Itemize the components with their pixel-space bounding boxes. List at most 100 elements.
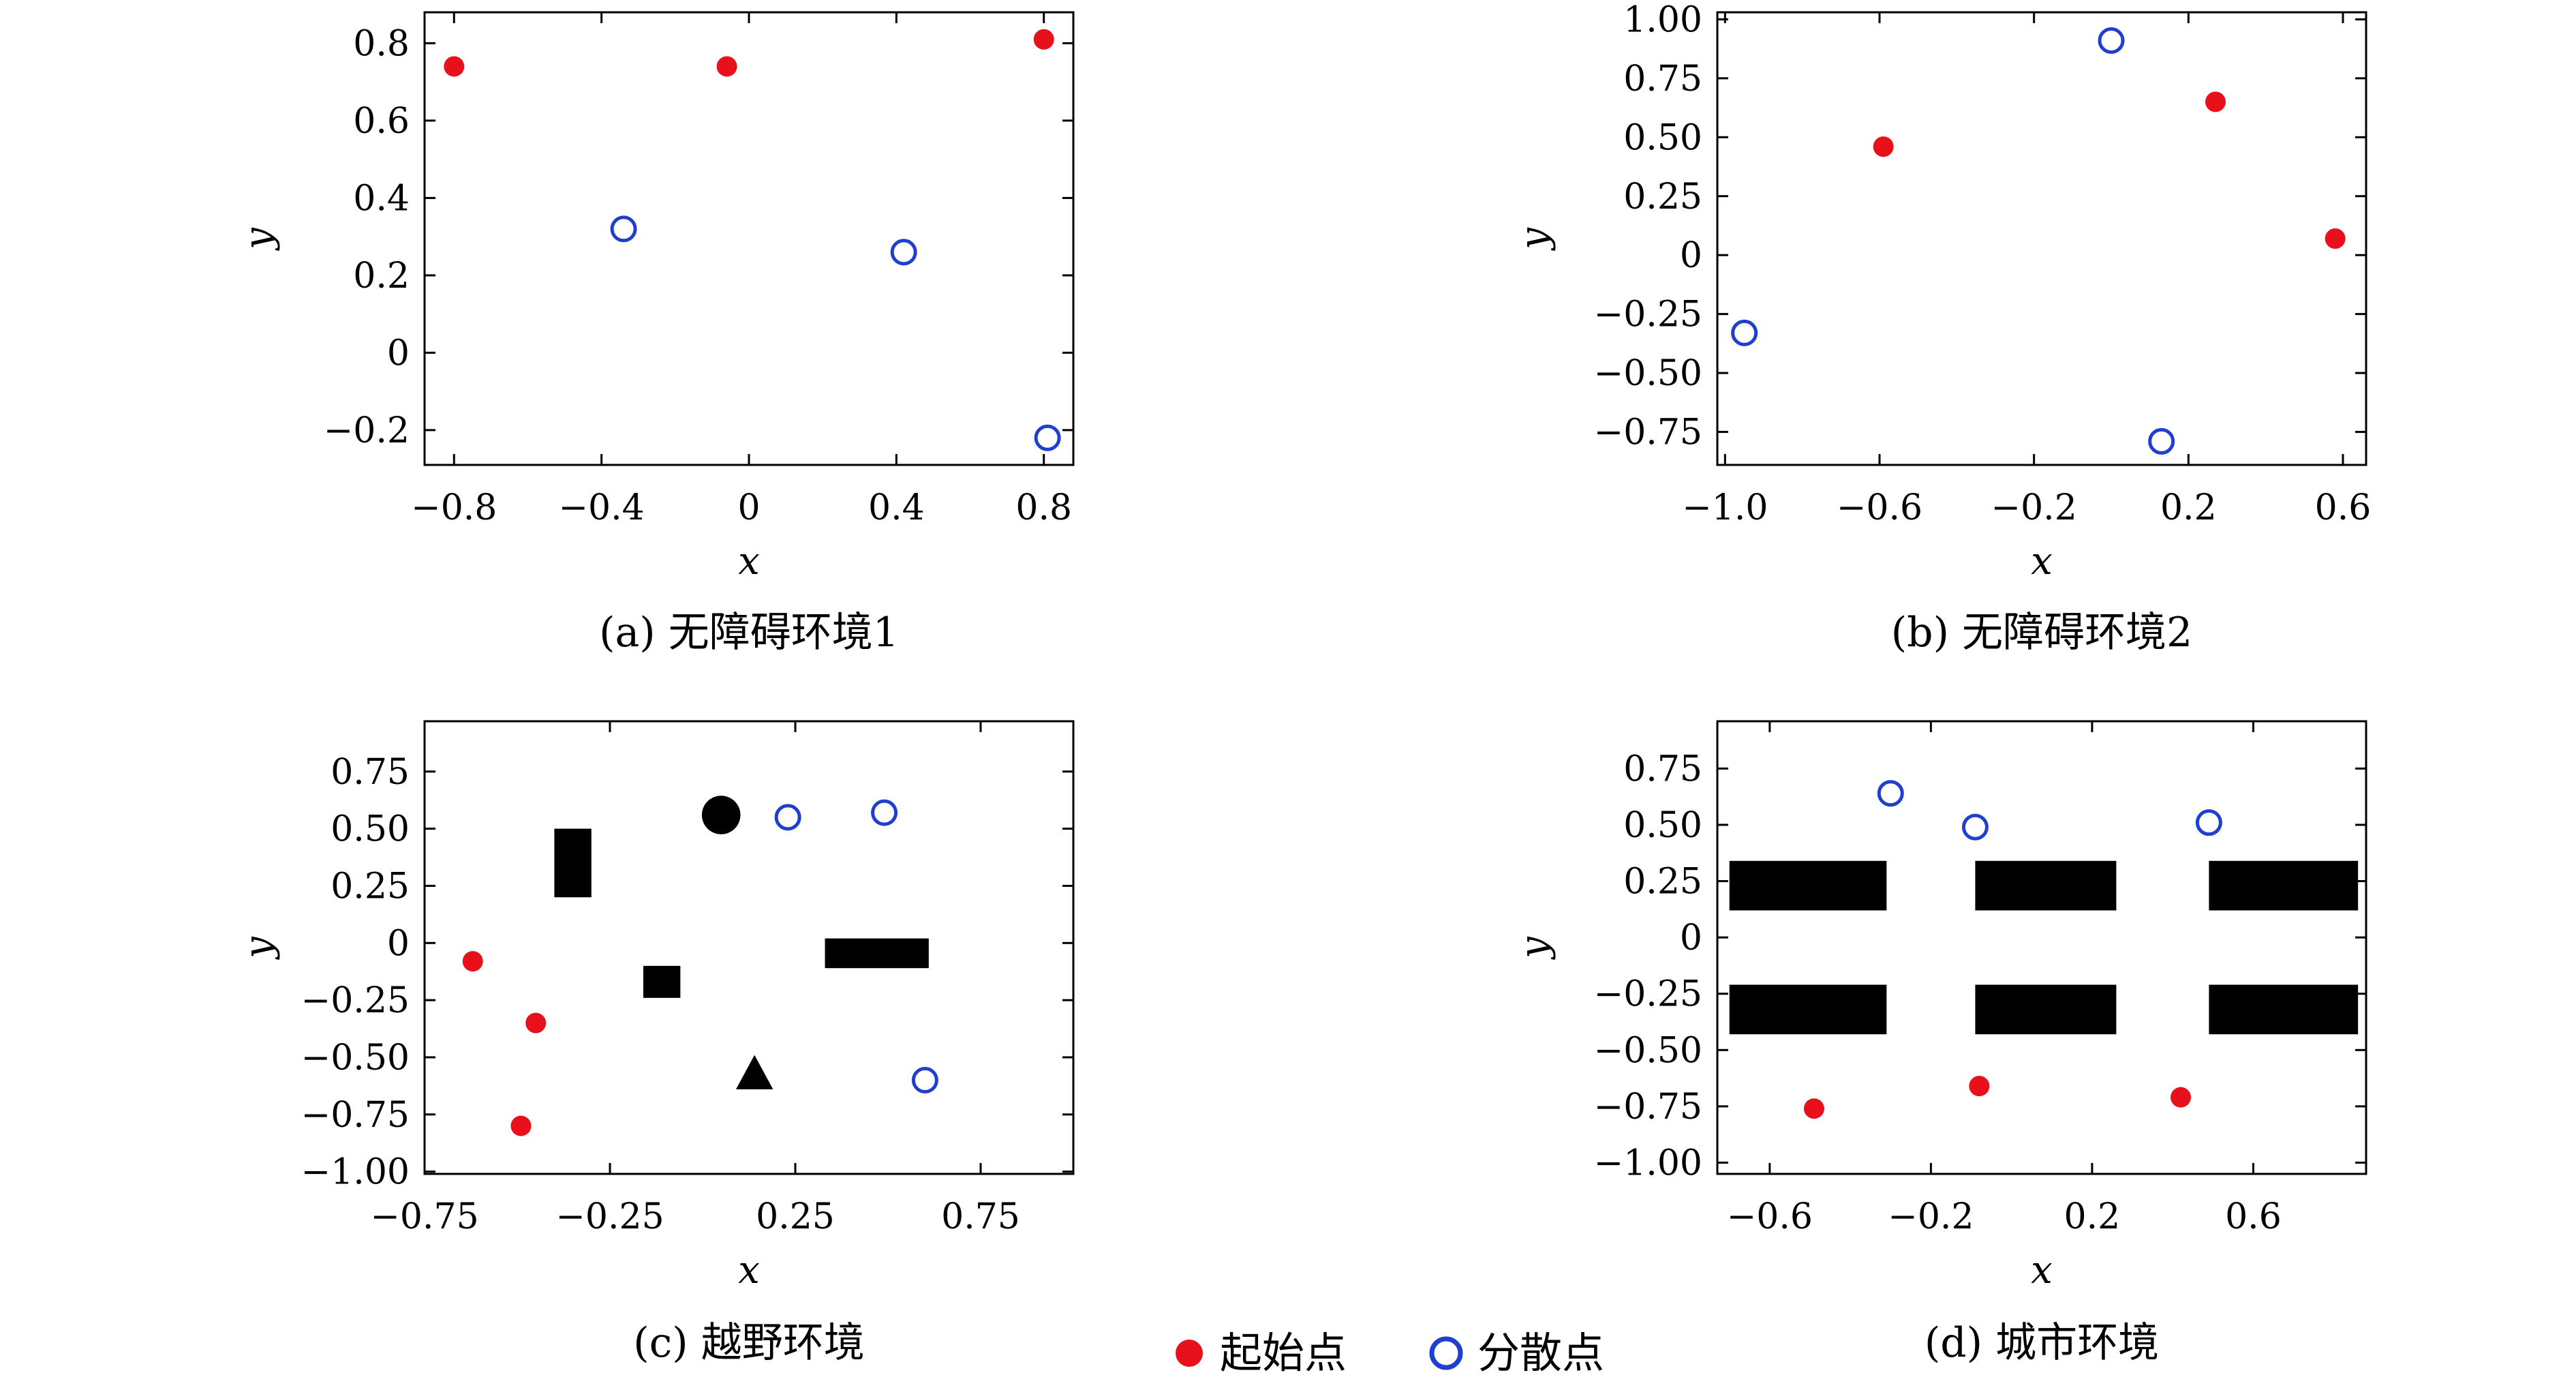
scatter-point <box>871 799 898 826</box>
obstacle-rect <box>643 965 681 998</box>
y-tick-label: 0.8 <box>353 23 410 64</box>
x-tick-label: 0.25 <box>756 1196 835 1237</box>
scatter-point <box>774 804 801 831</box>
start-point <box>444 56 465 77</box>
scatter-point <box>2098 27 2125 54</box>
start-point <box>510 1115 532 1136</box>
y-tick-label: 0.2 <box>353 256 410 297</box>
x-tick-label: 0.75 <box>941 1196 1020 1237</box>
y-tick-label: −0.75 <box>1594 412 1702 453</box>
x-tick-label: −0.25 <box>555 1196 664 1237</box>
panel-b: −1.0 −0.6 −0.2 0.2 0.6 −0.75 −0.50 −0.25 0 0.25 0.… <box>1512 0 2371 656</box>
y-tick-label: 0.75 <box>1623 749 1702 789</box>
x-tick-label: 0.2 <box>2160 487 2217 528</box>
y-tick-label: −0.50 <box>1594 353 1702 394</box>
y-tick-label: −0.25 <box>301 980 410 1021</box>
scatter-point <box>1731 319 1758 346</box>
plot-frame <box>1716 720 2367 1175</box>
start-point <box>2171 1087 2191 1108</box>
scatter-point <box>2148 427 2175 455</box>
x-axis-label: x <box>738 1248 760 1293</box>
y-tick-label: 0 <box>1680 235 1702 276</box>
start-point <box>525 1012 547 1033</box>
x-tick-label: 0.8 <box>1015 487 1072 528</box>
start-point <box>1969 1076 1990 1097</box>
y-tick-label: 0 <box>387 333 410 374</box>
scatter-point <box>1034 424 1061 451</box>
scatter-point <box>890 239 917 266</box>
panel-caption: (c) 越野环境 <box>633 1319 865 1367</box>
start-point <box>1803 1098 1824 1119</box>
y-tick-label: −0.50 <box>301 1038 410 1078</box>
start-point <box>1033 29 1054 50</box>
panel-c: −0.75 −0.25 0.25 0.75−1.00−0.75−0.50−0.2500… <box>236 720 1075 1367</box>
y-axis-label: y <box>236 936 281 961</box>
panel-caption: (a) 无障碍环境1 <box>599 609 899 656</box>
y-tick-label: −0.25 <box>1594 974 1702 1015</box>
start-point <box>2325 228 2346 249</box>
y-tick-label: 0.75 <box>331 752 410 793</box>
obstacle-rect <box>825 938 929 969</box>
legend: 起始点 分散点 <box>1176 1328 1604 1375</box>
x-tick-label: −0.8 <box>411 487 497 528</box>
x-tick-label: −0.4 <box>558 487 644 528</box>
x-tick-label: −0.6 <box>1727 1196 1813 1237</box>
obstacle-circle <box>701 796 741 834</box>
legend-scatter-label: 分散点 <box>1477 1328 1604 1375</box>
x-tick-label: −0.6 <box>1837 487 1922 528</box>
start-point <box>462 951 483 972</box>
x-tick-label: −0.2 <box>1991 487 2077 528</box>
panel-caption: (b) 无障碍环境2 <box>1891 609 2192 656</box>
obstacle-rect <box>1975 984 2117 1035</box>
plot-frame <box>423 11 1075 466</box>
x-tick-label: 0.2 <box>2064 1196 2121 1237</box>
y-tick-label: −0.75 <box>1594 1087 1702 1128</box>
x-axis-label: x <box>738 539 760 584</box>
x-axis-label: x <box>2031 539 2053 584</box>
legend-start-marker <box>1176 1340 1203 1367</box>
obstacle-rect <box>2209 860 2359 911</box>
y-tick-label: −1.00 <box>301 1152 410 1193</box>
y-tick-label: 0.25 <box>331 866 410 907</box>
y-tick-label: −0.25 <box>1594 294 1702 335</box>
y-tick-label: 0.4 <box>353 178 410 219</box>
y-axis-label: y <box>1512 936 1557 961</box>
y-tick-label: −0.75 <box>301 1095 410 1136</box>
x-tick-label: 0.6 <box>2315 487 2372 528</box>
panel-a: −0.8 −0.4 0 0.4 0.8 −0.2 0 0.2 0.4 0.6 0.8 x y (a) 无障… <box>236 11 1075 656</box>
y-tick-label: −0.2 <box>324 410 410 451</box>
obstacle-rect <box>1729 984 1887 1035</box>
x-tick-label: 0.6 <box>2225 1196 2282 1237</box>
scatter-point <box>911 1067 938 1094</box>
y-tick-label: −0.50 <box>1594 1030 1702 1071</box>
obstacle-rect <box>1975 860 2117 911</box>
plot-frame <box>423 720 1075 1175</box>
x-tick-label: −0.2 <box>1888 1196 1974 1237</box>
plot-frame <box>1716 11 2367 466</box>
scatter-point <box>2195 809 2222 836</box>
start-point <box>2205 91 2226 112</box>
obstacle-triangle <box>735 1055 773 1089</box>
legend-start-label: 起始点 <box>1220 1328 1347 1375</box>
y-tick-label: 0.50 <box>1623 117 1702 158</box>
y-tick-label: 0.25 <box>1623 862 1702 903</box>
obstacle-rect <box>2209 984 2359 1035</box>
y-axis-label: y <box>236 227 281 252</box>
scatter-point <box>1877 780 1904 807</box>
obstacle-rect <box>554 828 592 898</box>
panel-d: −0.6 −0.2 0.2 0.6 −1.00 −0.75 −0.50 −0.25 0 0.25 0… <box>1512 720 2367 1367</box>
scatter-point <box>1961 813 1989 841</box>
y-tick-label: 0.50 <box>331 809 410 850</box>
y-tick-label: 0.6 <box>353 101 410 142</box>
y-tick-label: 0 <box>1680 918 1702 958</box>
obstacle-rect <box>1729 860 1887 911</box>
legend-scatter-marker <box>1429 1336 1463 1370</box>
x-tick-label: −1.0 <box>1682 487 1768 528</box>
x-tick-label: −0.75 <box>370 1196 478 1237</box>
y-tick-label: 0.25 <box>1623 177 1702 217</box>
y-tick-label: −1.00 <box>1594 1143 1702 1183</box>
y-tick-label: 1.00 <box>1623 0 1702 40</box>
start-point <box>716 56 737 77</box>
x-tick-label: 0 <box>737 487 760 528</box>
